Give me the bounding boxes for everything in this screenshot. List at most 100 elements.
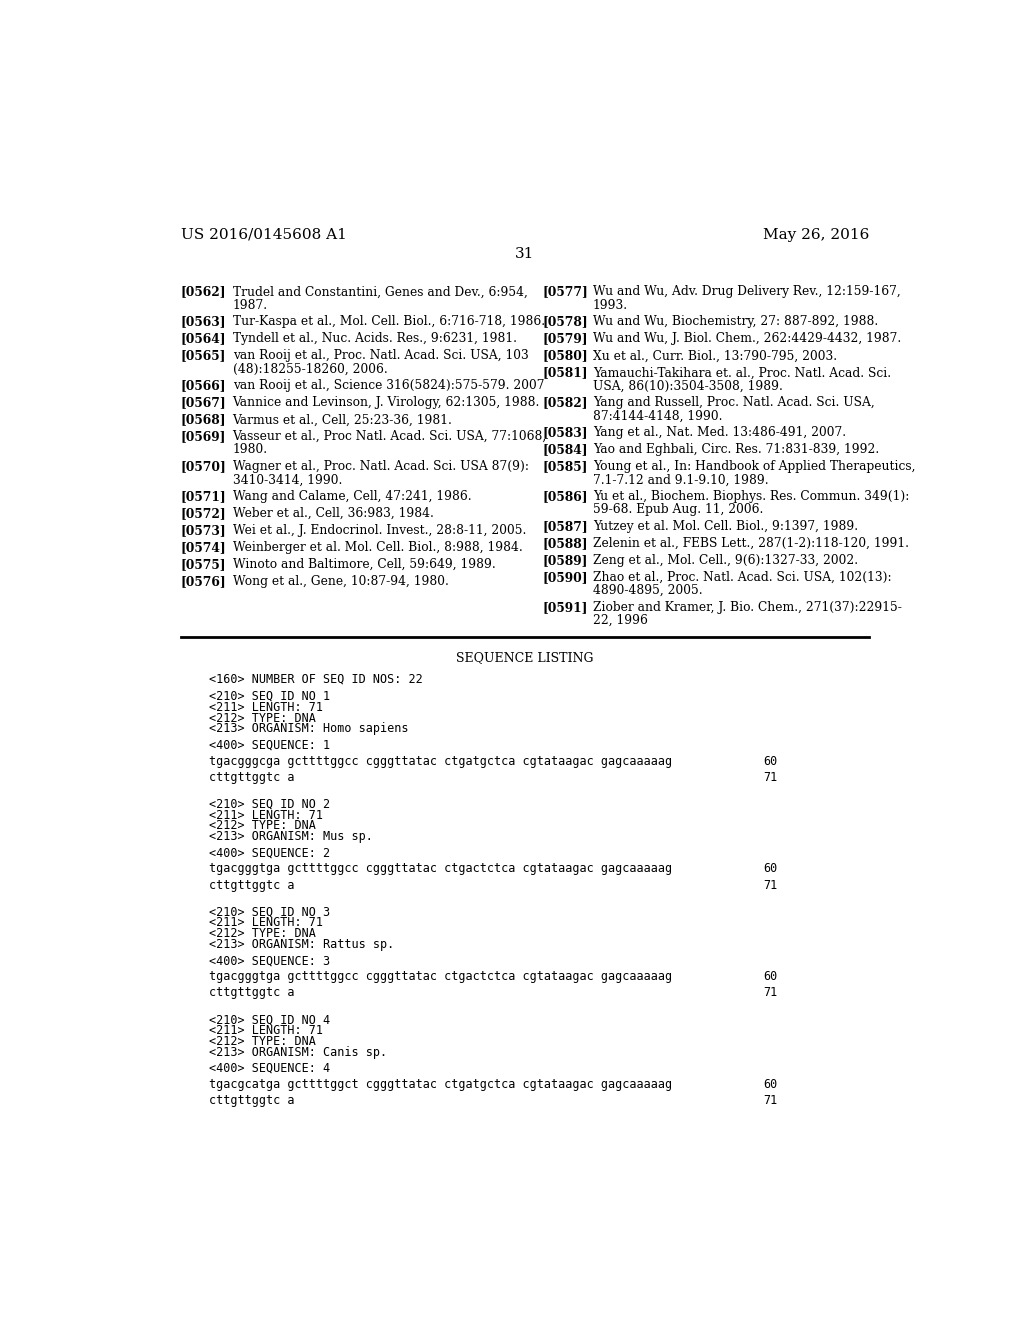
Text: cttgttggtc a: cttgttggtc a (209, 1094, 295, 1107)
Text: Wu and Wu, Adv. Drug Delivery Rev., 12:159-167,: Wu and Wu, Adv. Drug Delivery Rev., 12:1… (593, 285, 901, 298)
Text: [0578]: [0578] (543, 315, 588, 329)
Text: 3410-3414, 1990.: 3410-3414, 1990. (232, 474, 342, 486)
Text: [0584]: [0584] (543, 444, 588, 457)
Text: Vannice and Levinson, J. Virology, 62:1305, 1988.: Vannice and Levinson, J. Virology, 62:13… (232, 396, 540, 409)
Text: <400> SEQUENCE: 2: <400> SEQUENCE: 2 (209, 846, 331, 859)
Text: 4890-4895, 2005.: 4890-4895, 2005. (593, 585, 702, 597)
Text: Ziober and Kramer, J. Bio. Chem., 271(37):22915-: Ziober and Kramer, J. Bio. Chem., 271(37… (593, 601, 902, 614)
Text: [0567]: [0567] (180, 396, 226, 409)
Text: <213> ORGANISM: Mus sp.: <213> ORGANISM: Mus sp. (209, 830, 374, 843)
Text: 71: 71 (764, 1094, 778, 1107)
Text: SEQUENCE LISTING: SEQUENCE LISTING (456, 651, 594, 664)
Text: [0585]: [0585] (543, 461, 588, 474)
Text: Varmus et al., Cell, 25:23-36, 1981.: Varmus et al., Cell, 25:23-36, 1981. (232, 413, 453, 426)
Text: Wu and Wu, Biochemistry, 27: 887-892, 1988.: Wu and Wu, Biochemistry, 27: 887-892, 19… (593, 315, 879, 329)
Text: [0591]: [0591] (543, 601, 588, 614)
Text: <213> ORGANISM: Rattus sp.: <213> ORGANISM: Rattus sp. (209, 939, 394, 950)
Text: <211> LENGTH: 71: <211> LENGTH: 71 (209, 1024, 324, 1038)
Text: [0570]: [0570] (180, 461, 226, 474)
Text: <210> SEQ ID NO 4: <210> SEQ ID NO 4 (209, 1014, 331, 1027)
Text: <400> SEQUENCE: 4: <400> SEQUENCE: 4 (209, 1061, 331, 1074)
Text: <213> ORGANISM: Homo sapiens: <213> ORGANISM: Homo sapiens (209, 722, 409, 735)
Text: [0565]: [0565] (180, 350, 226, 363)
Text: tgacgggcga gcttttggcc cgggttatac ctgatgctca cgtataagac gagcaaaaag: tgacgggcga gcttttggcc cgggttatac ctgatgc… (209, 755, 673, 768)
Text: 7.1-7.12 and 9.1-9.10, 1989.: 7.1-7.12 and 9.1-9.10, 1989. (593, 474, 769, 486)
Text: [0566]: [0566] (180, 379, 226, 392)
Text: cttgttggtc a: cttgttggtc a (209, 771, 295, 784)
Text: 31: 31 (515, 247, 535, 261)
Text: Winoto and Baltimore, Cell, 59:649, 1989.: Winoto and Baltimore, Cell, 59:649, 1989… (232, 558, 496, 572)
Text: Zelenin et al., FEBS Lett., 287(1-2):118-120, 1991.: Zelenin et al., FEBS Lett., 287(1-2):118… (593, 537, 909, 550)
Text: <400> SEQUENCE: 3: <400> SEQUENCE: 3 (209, 954, 331, 968)
Text: 71: 71 (764, 986, 778, 999)
Text: tgacgggtga gcttttggcc cgggttatac ctgactctca cgtataagac gagcaaaaag: tgacgggtga gcttttggcc cgggttatac ctgactc… (209, 970, 673, 983)
Text: Yamauchi-Takihara et. al., Proc. Natl. Acad. Sci.: Yamauchi-Takihara et. al., Proc. Natl. A… (593, 367, 891, 379)
Text: <210> SEQ ID NO 2: <210> SEQ ID NO 2 (209, 797, 331, 810)
Text: Wang and Calame, Cell, 47:241, 1986.: Wang and Calame, Cell, 47:241, 1986. (232, 490, 471, 503)
Text: [0571]: [0571] (180, 490, 226, 503)
Text: Yang et al., Nat. Med. 13:486-491, 2007.: Yang et al., Nat. Med. 13:486-491, 2007. (593, 426, 846, 440)
Text: [0569]: [0569] (180, 430, 226, 444)
Text: May 26, 2016: May 26, 2016 (763, 227, 869, 242)
Text: <210> SEQ ID NO 3: <210> SEQ ID NO 3 (209, 906, 331, 919)
Text: [0579]: [0579] (543, 333, 588, 346)
Text: cttgttggtc a: cttgttggtc a (209, 986, 295, 999)
Text: 59-68. Epub Aug. 11, 2006.: 59-68. Epub Aug. 11, 2006. (593, 503, 763, 516)
Text: Xu et al., Curr. Biol., 13:790-795, 2003.: Xu et al., Curr. Biol., 13:790-795, 2003… (593, 350, 838, 363)
Text: <400> SEQUENCE: 1: <400> SEQUENCE: 1 (209, 738, 331, 751)
Text: 71: 71 (764, 879, 778, 891)
Text: Yao and Eghbali, Circ. Res. 71:831-839, 1992.: Yao and Eghbali, Circ. Res. 71:831-839, … (593, 444, 880, 457)
Text: tgacgcatga gcttttggct cgggttatac ctgatgctca cgtataagac gagcaaaaag: tgacgcatga gcttttggct cgggttatac ctgatgc… (209, 1078, 673, 1092)
Text: [0580]: [0580] (543, 350, 588, 363)
Text: Wei et al., J. Endocrinol. Invest., 28:8-11, 2005.: Wei et al., J. Endocrinol. Invest., 28:8… (232, 524, 526, 537)
Text: [0577]: [0577] (543, 285, 589, 298)
Text: Wagner et al., Proc. Natl. Acad. Sci. USA 87(9):: Wagner et al., Proc. Natl. Acad. Sci. US… (232, 461, 528, 474)
Text: Zeng et al., Mol. Cell., 9(6):1327-33, 2002.: Zeng et al., Mol. Cell., 9(6):1327-33, 2… (593, 554, 858, 568)
Text: Tyndell et al., Nuc. Acids. Res., 9:6231, 1981.: Tyndell et al., Nuc. Acids. Res., 9:6231… (232, 333, 517, 346)
Text: <213> ORGANISM: Canis sp.: <213> ORGANISM: Canis sp. (209, 1045, 387, 1059)
Text: Tur-Kaspa et al., Mol. Cell. Biol., 6:716-718, 1986.: Tur-Kaspa et al., Mol. Cell. Biol., 6:71… (232, 315, 545, 329)
Text: [0572]: [0572] (180, 507, 226, 520)
Text: van Rooij et al., Proc. Natl. Acad. Sci. USA, 103: van Rooij et al., Proc. Natl. Acad. Sci.… (232, 350, 528, 363)
Text: <212> TYPE: DNA: <212> TYPE: DNA (209, 711, 316, 725)
Text: [0590]: [0590] (543, 572, 588, 585)
Text: 87:4144-4148, 1990.: 87:4144-4148, 1990. (593, 409, 723, 422)
Text: Yu et al., Biochem. Biophys. Res. Commun. 349(1):: Yu et al., Biochem. Biophys. Res. Commun… (593, 490, 909, 503)
Text: [0581]: [0581] (543, 367, 588, 379)
Text: (48):18255-18260, 2006.: (48):18255-18260, 2006. (232, 363, 387, 375)
Text: US 2016/0145608 A1: US 2016/0145608 A1 (180, 227, 346, 242)
Text: [0589]: [0589] (543, 554, 588, 568)
Text: 60: 60 (764, 970, 778, 983)
Text: <211> LENGTH: 71: <211> LENGTH: 71 (209, 701, 324, 714)
Text: [0586]: [0586] (543, 490, 588, 503)
Text: cttgttggtc a: cttgttggtc a (209, 879, 295, 891)
Text: Wu and Wu, J. Biol. Chem., 262:4429-4432, 1987.: Wu and Wu, J. Biol. Chem., 262:4429-4432… (593, 333, 901, 346)
Text: <210> SEQ ID NO 1: <210> SEQ ID NO 1 (209, 690, 331, 704)
Text: [0582]: [0582] (543, 396, 588, 409)
Text: USA, 86(10):3504-3508, 1989.: USA, 86(10):3504-3508, 1989. (593, 379, 783, 392)
Text: [0575]: [0575] (180, 558, 226, 572)
Text: Yutzey et al. Mol. Cell. Biol., 9:1397, 1989.: Yutzey et al. Mol. Cell. Biol., 9:1397, … (593, 520, 858, 533)
Text: Vasseur et al., Proc Natl. Acad. Sci. USA, 77:1068,: Vasseur et al., Proc Natl. Acad. Sci. US… (232, 430, 547, 444)
Text: <212> TYPE: DNA: <212> TYPE: DNA (209, 1035, 316, 1048)
Text: <211> LENGTH: 71: <211> LENGTH: 71 (209, 809, 324, 821)
Text: <211> LENGTH: 71: <211> LENGTH: 71 (209, 916, 324, 929)
Text: [0587]: [0587] (543, 520, 588, 533)
Text: [0568]: [0568] (180, 413, 226, 426)
Text: van Rooij et al., Science 316(5824):575-579. 2007: van Rooij et al., Science 316(5824):575-… (232, 379, 544, 392)
Text: 60: 60 (764, 755, 778, 768)
Text: 60: 60 (764, 1078, 778, 1092)
Text: Zhao et al., Proc. Natl. Acad. Sci. USA, 102(13):: Zhao et al., Proc. Natl. Acad. Sci. USA,… (593, 572, 892, 585)
Text: <160> NUMBER OF SEQ ID NOS: 22: <160> NUMBER OF SEQ ID NOS: 22 (209, 673, 423, 686)
Text: [0573]: [0573] (180, 524, 226, 537)
Text: [0562]: [0562] (180, 285, 226, 298)
Text: Yang and Russell, Proc. Natl. Acad. Sci. USA,: Yang and Russell, Proc. Natl. Acad. Sci.… (593, 396, 874, 409)
Text: Trudel and Constantini, Genes and Dev., 6:954,: Trudel and Constantini, Genes and Dev., … (232, 285, 527, 298)
Text: [0563]: [0563] (180, 315, 226, 329)
Text: 71: 71 (764, 771, 778, 784)
Text: [0574]: [0574] (180, 541, 226, 554)
Text: [0583]: [0583] (543, 426, 588, 440)
Text: Weber et al., Cell, 36:983, 1984.: Weber et al., Cell, 36:983, 1984. (232, 507, 433, 520)
Text: [0564]: [0564] (180, 333, 226, 346)
Text: 1993.: 1993. (593, 298, 628, 312)
